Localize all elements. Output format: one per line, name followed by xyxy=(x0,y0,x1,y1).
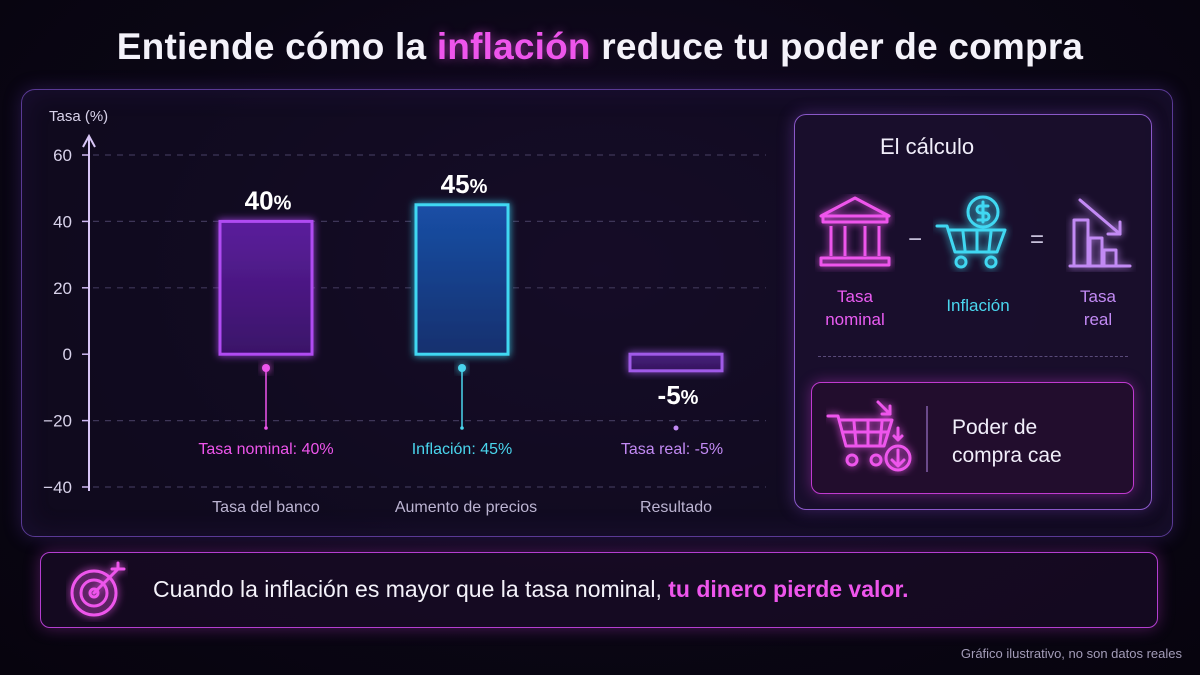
title-highlight: inflación xyxy=(436,26,591,67)
annotation-dot xyxy=(673,425,679,431)
category-label: Resultado xyxy=(640,499,712,516)
bar xyxy=(414,203,510,356)
equals-sign: = xyxy=(1030,226,1045,253)
y-tick-label: 20 xyxy=(53,279,72,298)
real-rate-label: Tasa real xyxy=(1080,287,1116,329)
bank-icon xyxy=(819,196,891,267)
inflation-label: Inflación xyxy=(946,296,1010,315)
purchasing-power-box xyxy=(811,382,1134,494)
purchasing-power-text: Poder de compra cae xyxy=(952,416,1062,467)
message-main: Cuando la inflación es mayor que la tasa… xyxy=(153,576,662,602)
annotation-dot xyxy=(264,426,268,430)
category-label: Tasa del banco xyxy=(212,499,320,516)
bar-value-label: 40% xyxy=(245,185,292,215)
message-text: Cuando la inflación es mayor que la tasa… xyxy=(153,576,909,603)
bar-value-label: 45% xyxy=(441,169,488,199)
annotation-label: Inflación: 45% xyxy=(412,441,513,458)
calculation-title: El cálculo xyxy=(880,134,975,159)
y-axis-label: Tasa (%) xyxy=(49,108,108,125)
y-tick-label: −40 xyxy=(43,478,72,497)
y-tick-label: 60 xyxy=(53,146,72,165)
y-tick-label: 0 xyxy=(63,345,72,364)
minus-sign: − xyxy=(908,226,923,253)
shopping-cart-dollar-icon xyxy=(935,195,1007,269)
target-icon xyxy=(70,561,126,617)
annotation-dot xyxy=(262,364,270,372)
annotation-dot xyxy=(460,426,464,430)
power-separator xyxy=(926,406,928,472)
category-label: Aumento de precios xyxy=(395,499,537,516)
title-before: Entiende cómo la xyxy=(116,26,427,67)
y-tick-label: 40 xyxy=(53,212,72,231)
annotation-label: Tasa real: -5% xyxy=(621,441,723,458)
falling-bars-icon xyxy=(1068,198,1132,268)
annotation-dot xyxy=(458,364,466,372)
bar xyxy=(218,219,314,356)
message-highlight: tu dinero pierde valor. xyxy=(668,576,909,602)
cart-down-icon xyxy=(826,400,912,472)
title-after: reduce tu poder de compra xyxy=(601,26,1084,67)
y-tick-label: −20 xyxy=(43,412,72,431)
page-title: Entiende cómo la inflación reduce tu pod… xyxy=(0,26,1200,68)
message-box xyxy=(40,552,1158,628)
nominal-rate-label: Tasa nominal xyxy=(825,287,885,329)
divider xyxy=(818,356,1128,357)
bar xyxy=(628,352,724,373)
footnote: Gráfico ilustrativo, no son datos reales xyxy=(960,646,1182,661)
bar-value-label: -5% xyxy=(658,380,699,410)
y-axis-arrow xyxy=(82,133,96,148)
annotation-label: Tasa nominal: 40% xyxy=(198,441,333,458)
